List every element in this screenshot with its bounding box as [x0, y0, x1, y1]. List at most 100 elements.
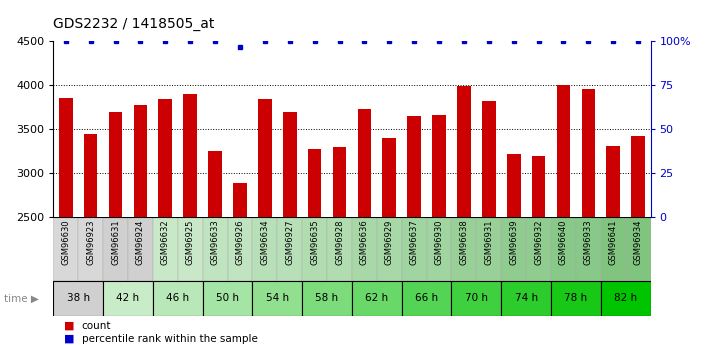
Bar	[153, 281, 203, 316]
Text: GSM96639: GSM96639	[509, 219, 518, 265]
Bar	[178, 217, 203, 281]
Text: time ▶: time ▶	[4, 294, 38, 303]
Bar	[601, 217, 626, 281]
Bar	[159, 99, 172, 345]
Bar	[432, 115, 446, 345]
Bar	[203, 281, 252, 316]
Bar	[333, 147, 346, 345]
Text: GSM96638: GSM96638	[459, 219, 469, 265]
Bar	[109, 112, 122, 345]
Bar	[302, 217, 327, 281]
Text: 58 h: 58 h	[316, 294, 338, 303]
Bar	[103, 217, 128, 281]
Bar	[302, 281, 352, 316]
Bar	[532, 156, 545, 345]
Bar	[208, 151, 222, 345]
Text: GSM96631: GSM96631	[111, 219, 120, 265]
Bar	[134, 105, 147, 345]
Text: count: count	[82, 321, 111, 331]
Text: 66 h: 66 h	[415, 294, 438, 303]
Text: percentile rank within the sample: percentile rank within the sample	[82, 334, 257, 344]
Text: GSM96636: GSM96636	[360, 219, 369, 265]
Bar	[551, 217, 576, 281]
Bar	[626, 217, 651, 281]
Bar	[407, 116, 421, 345]
Bar	[233, 183, 247, 345]
Bar	[283, 112, 296, 345]
Bar	[78, 217, 103, 281]
Bar	[451, 281, 501, 316]
Bar	[53, 217, 78, 281]
Bar	[308, 149, 321, 345]
Bar	[59, 98, 73, 345]
Bar	[476, 217, 501, 281]
Text: GSM96923: GSM96923	[86, 219, 95, 265]
Bar	[557, 85, 570, 345]
Bar	[402, 217, 427, 281]
Text: GSM96924: GSM96924	[136, 219, 145, 265]
Bar	[383, 138, 396, 345]
Bar	[631, 136, 645, 345]
Bar	[582, 89, 595, 345]
Bar	[601, 281, 651, 316]
Bar	[327, 217, 352, 281]
Bar	[507, 154, 520, 345]
Text: ■: ■	[64, 334, 75, 344]
Bar	[576, 217, 601, 281]
Bar	[252, 217, 277, 281]
Text: GSM96634: GSM96634	[260, 219, 269, 265]
Bar	[183, 94, 197, 345]
Bar	[358, 109, 371, 345]
Text: GSM96630: GSM96630	[61, 219, 70, 265]
Text: 74 h: 74 h	[515, 294, 538, 303]
Bar	[526, 217, 551, 281]
Text: GSM96926: GSM96926	[235, 219, 245, 265]
Bar	[53, 281, 103, 316]
Text: 46 h: 46 h	[166, 294, 189, 303]
Text: GDS2232 / 1418505_at: GDS2232 / 1418505_at	[53, 17, 215, 31]
Text: GSM96927: GSM96927	[285, 219, 294, 265]
Bar	[352, 281, 402, 316]
Bar	[451, 217, 476, 281]
Bar	[606, 146, 620, 345]
Text: 38 h: 38 h	[67, 294, 90, 303]
Text: GSM96932: GSM96932	[534, 219, 543, 265]
Bar	[153, 217, 178, 281]
Bar	[352, 217, 377, 281]
Bar	[228, 217, 252, 281]
Bar	[501, 217, 526, 281]
Text: GSM96925: GSM96925	[186, 219, 195, 265]
Bar	[551, 281, 601, 316]
Bar	[427, 217, 451, 281]
Text: GSM96641: GSM96641	[609, 219, 618, 265]
Text: GSM96930: GSM96930	[434, 219, 444, 265]
Text: GSM96929: GSM96929	[385, 219, 394, 265]
Text: 78 h: 78 h	[565, 294, 587, 303]
Text: GSM96633: GSM96633	[210, 219, 220, 265]
Bar	[501, 281, 551, 316]
Text: ■: ■	[64, 321, 75, 331]
Bar	[482, 101, 496, 345]
Text: GSM96928: GSM96928	[335, 219, 344, 265]
Text: 50 h: 50 h	[216, 294, 239, 303]
Bar	[128, 217, 153, 281]
Text: GSM96933: GSM96933	[584, 219, 593, 265]
Text: 54 h: 54 h	[266, 294, 289, 303]
Bar	[277, 217, 302, 281]
Text: 42 h: 42 h	[117, 294, 139, 303]
Bar	[203, 217, 228, 281]
Text: GSM96632: GSM96632	[161, 219, 170, 265]
Text: 82 h: 82 h	[614, 294, 637, 303]
Bar	[252, 281, 302, 316]
Bar	[103, 281, 153, 316]
Bar	[84, 134, 97, 345]
Text: GSM96934: GSM96934	[634, 219, 643, 265]
Text: 62 h: 62 h	[365, 294, 388, 303]
Bar	[377, 217, 402, 281]
Text: 70 h: 70 h	[465, 294, 488, 303]
Text: GSM96640: GSM96640	[559, 219, 568, 265]
Bar	[258, 99, 272, 345]
Text: GSM96637: GSM96637	[410, 219, 419, 265]
Text: GSM96931: GSM96931	[484, 219, 493, 265]
Bar	[402, 281, 451, 316]
